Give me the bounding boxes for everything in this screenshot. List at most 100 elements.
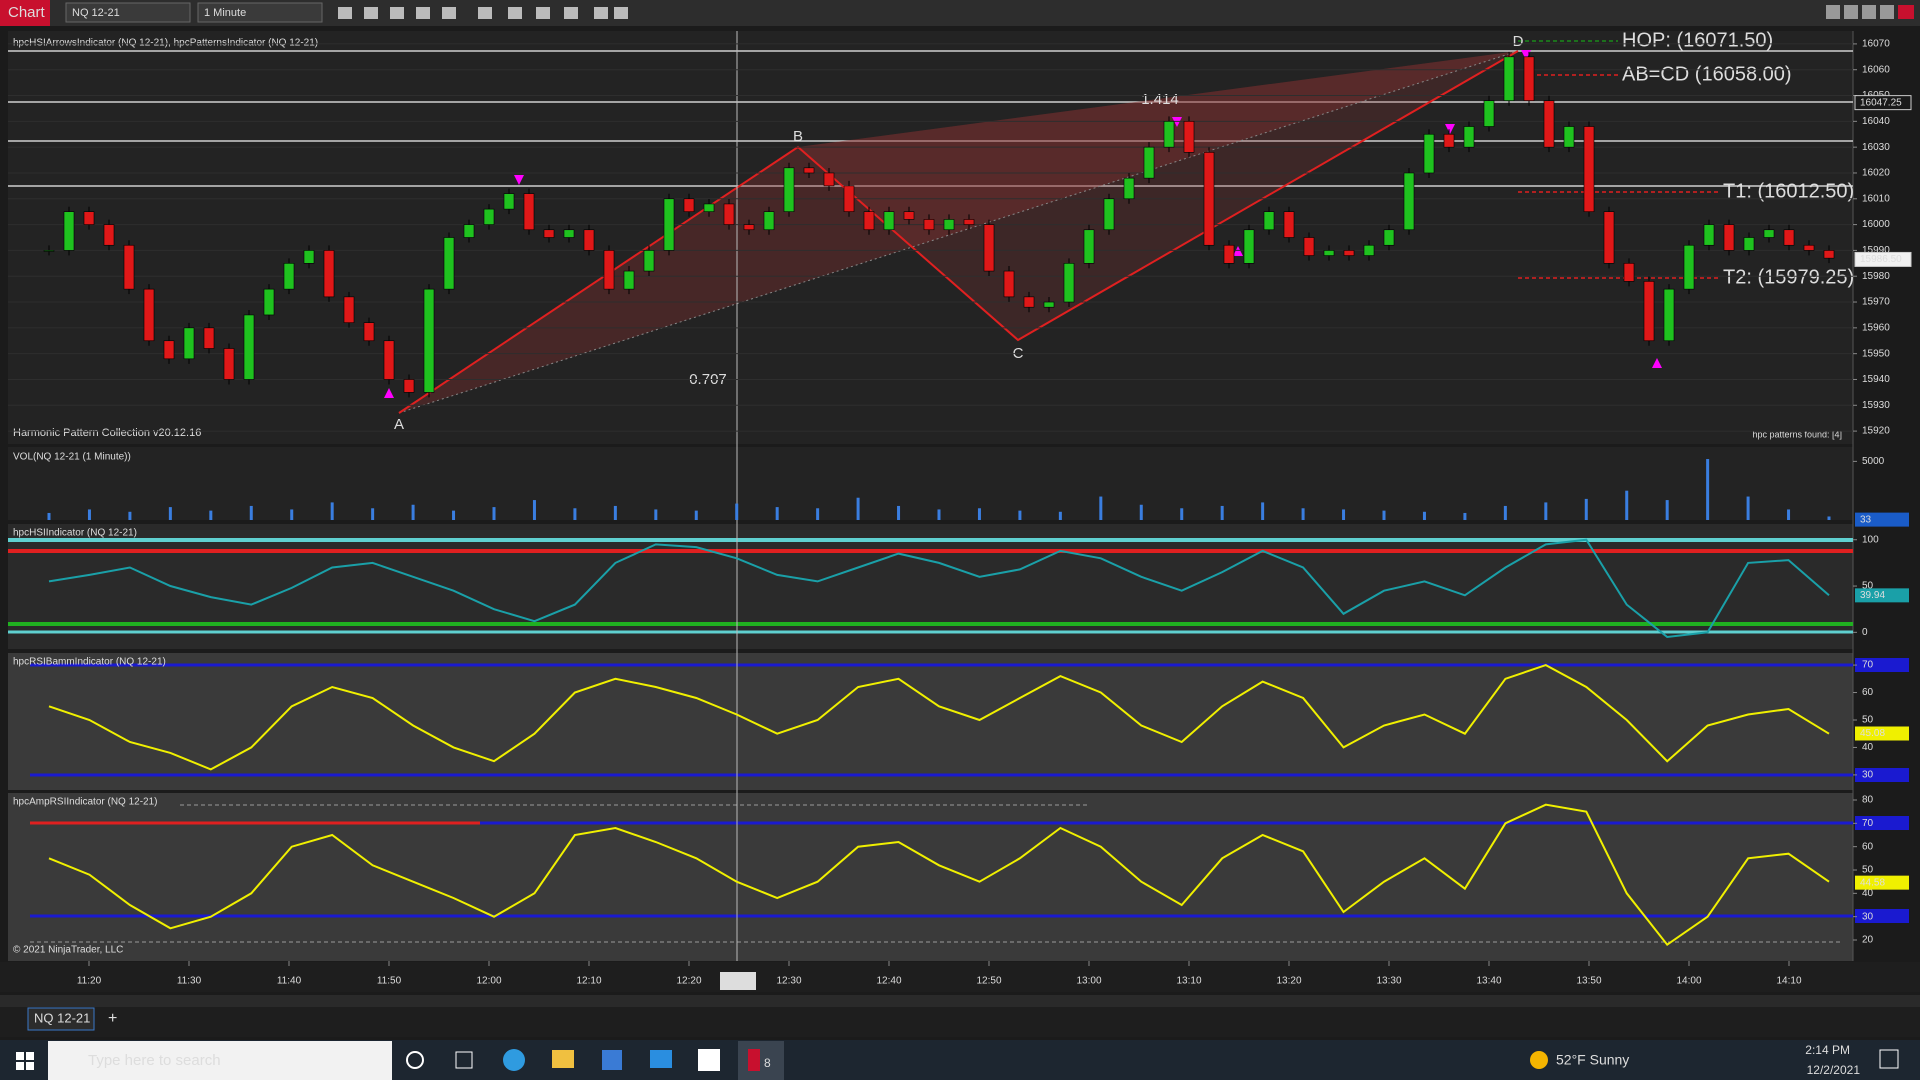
search-placeholder: Type here to search [88,1052,221,1069]
x-tick-label: 11:30 [177,976,202,987]
candle [403,379,415,393]
crosshair-time-box [720,972,756,990]
candle [183,327,195,360]
volume-panel [8,447,1853,520]
interval-select[interactable] [197,2,323,23]
volume-bar [452,510,456,520]
candle [103,224,115,246]
volume-bar [1544,502,1548,520]
search-box[interactable] [48,1041,392,1080]
candle [243,314,255,380]
candle [843,185,855,212]
candle [323,250,335,298]
volume-bar [47,512,51,520]
price-marker: 16047.25 [1860,97,1902,108]
patterns-found: hpc patterns found: [4] [1752,429,1842,439]
toolbar-title: Chart [8,4,46,21]
candle [203,327,215,349]
volume-label: VOL(NQ 12-21 (1 Minute)) [13,452,131,463]
candle [1803,244,1815,251]
taskbar-badge: 8 [764,1056,771,1070]
indicator-line [48,803,1830,947]
price-marker-box [1854,95,1912,111]
candle [1763,229,1775,238]
y-tick-label: 80 [1862,795,1874,806]
abcd-annotation: AB=CD (16058.00) [1622,63,1792,85]
volume-bar [1827,516,1831,520]
taskbar-apps[interactable] [406,1041,784,1080]
volume-bar [694,510,698,520]
hop-annotation: HOP: (16071.50) [1622,29,1773,51]
y-tick-label: 20 [1862,935,1874,946]
y-tick-label: 30 [1862,770,1874,781]
copyright: © 2021 NinjaTrader, LLC [13,945,123,956]
notifications[interactable] [1879,1049,1899,1069]
candle [703,203,715,212]
candle [1183,121,1195,153]
crosshair-time: 12:25 [724,975,752,987]
weather-icon [1530,1051,1548,1069]
interval: 1 Minute [204,7,246,19]
pattern-dotted [398,50,1519,414]
candle [423,288,435,393]
y-tick-label: 5000 [1862,456,1885,467]
candle [1263,211,1275,231]
pattern-fill [798,51,1518,340]
pattern-point: A [394,416,404,433]
y-tick-label: 16070 [1862,39,1890,50]
volume-bar [1706,459,1710,520]
instrument-select[interactable] [65,2,191,23]
volume-bar [775,507,779,520]
x-tick-label: 12:40 [876,976,901,987]
last-value: 33 [1860,514,1872,525]
indicator-line [48,538,1830,639]
candle [303,250,315,264]
volume-bar [573,508,577,520]
pattern-ratio: 1.414 [1141,91,1179,108]
tab-add[interactable]: + [108,1010,117,1027]
last-value-box [1855,512,1909,527]
candle [643,250,655,272]
volume-bar [1503,505,1507,520]
x-tick-label: 13:50 [1576,976,1601,987]
candle [983,224,995,272]
x-tick-label: 12:50 [976,976,1001,987]
volume-bar [1180,508,1184,520]
chart-tab[interactable] [0,0,50,26]
candle [623,270,635,290]
volume-bar [816,508,820,520]
candle [1303,237,1315,256]
y-tick-label: 16040 [1862,116,1890,127]
candle [343,296,355,323]
volume-bar [654,509,658,520]
last-value-box [1855,875,1909,890]
amp-dashed [30,804,1840,943]
volume-bar [977,508,981,520]
rsi-label: hpcRSIBammIndicator (NQ 12-21) [13,657,166,668]
volume-bar [613,505,617,520]
candle [43,250,55,252]
volume-bar [1099,496,1103,520]
volume-bar [1301,508,1305,520]
tab[interactable] [27,1007,95,1031]
last-value-box [1855,588,1909,603]
volume-bar [532,500,536,520]
candle [1163,121,1175,148]
volume-bar [1787,509,1791,520]
candle [1363,244,1375,256]
candle [1463,126,1475,148]
start-button[interactable] [16,1052,34,1070]
candle [903,211,915,220]
y-tick-label: 16010 [1862,193,1890,204]
candle [363,322,375,342]
y-tick-label: 50 [1862,715,1874,726]
clock-date: 12/2/2021 [1807,1063,1861,1077]
volume-bar [1422,511,1426,520]
volume-bar [897,505,901,520]
scrollbar[interactable] [0,995,1920,1007]
window-buttons[interactable] [1826,5,1914,19]
volume-bar [1665,500,1669,520]
y-tick-label: 16020 [1862,168,1890,179]
y-tick-label: 16000 [1862,219,1890,230]
